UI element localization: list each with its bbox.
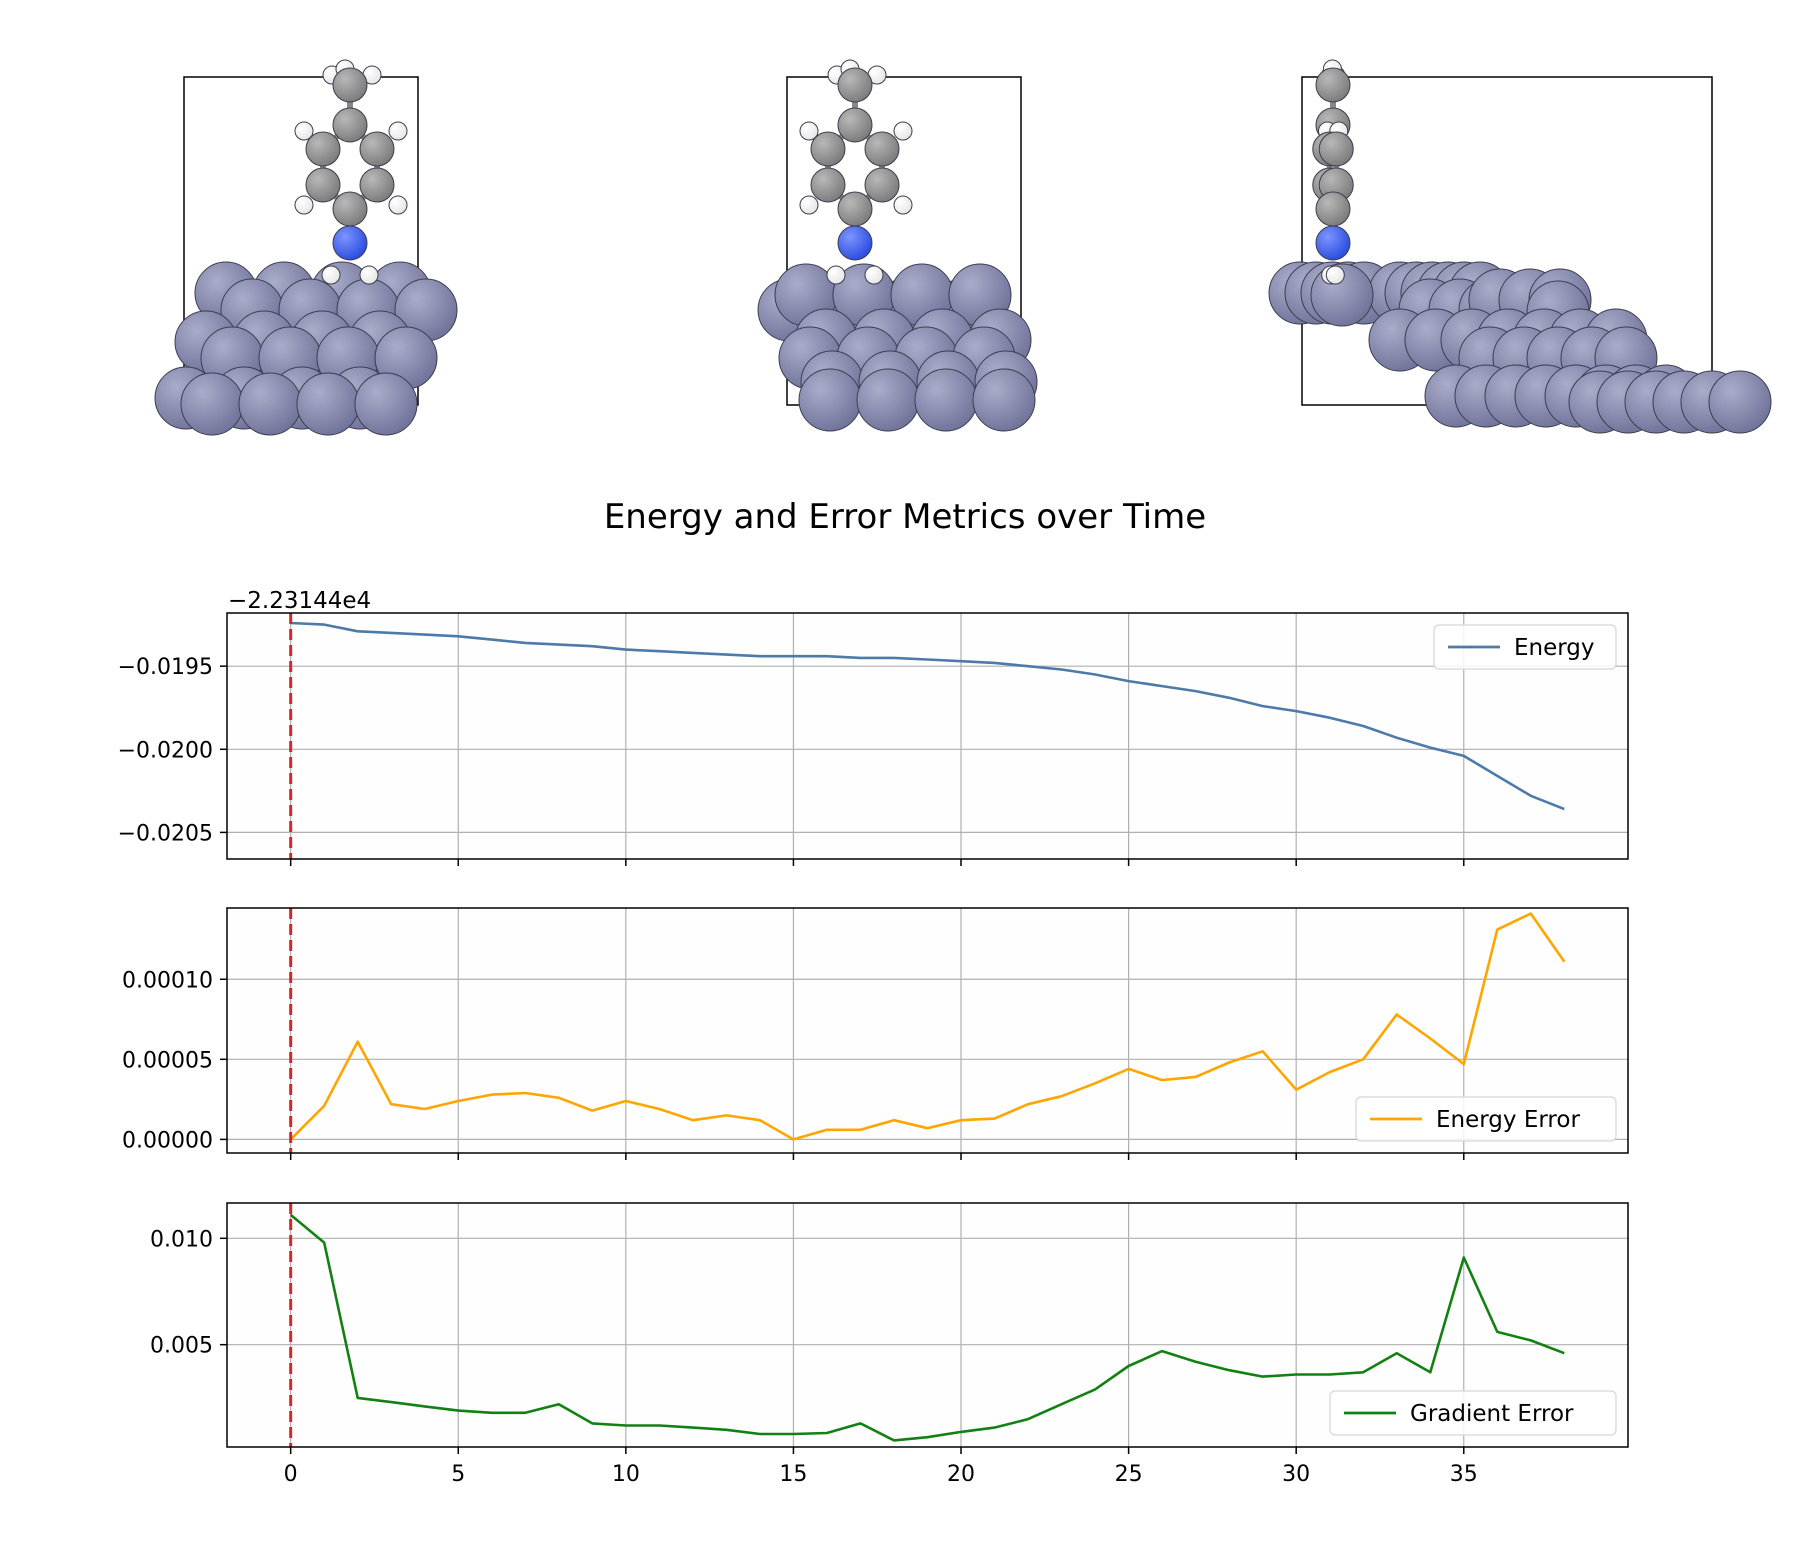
hydrogen-atom: [321, 265, 341, 285]
y-tick-label: 0.00010: [122, 968, 213, 993]
carbon-atom: [332, 191, 368, 227]
carbon-atom: [332, 107, 368, 143]
nitrogen-atom: [332, 225, 368, 261]
carbon-atom: [332, 67, 368, 103]
series-line-gradient-error: [289, 1213, 1565, 1442]
hydrogen-atom: [294, 121, 314, 141]
series-line-energy: [290, 621, 1565, 811]
energy-error-axes: 0.00000 0.00005 0.00010 Energy Error: [122, 907, 1629, 1160]
metal-atom: [180, 372, 244, 436]
snapshot-panel-3: [1268, 59, 1772, 434]
metal-atom: [798, 368, 862, 432]
hydrogen-atom: [893, 195, 913, 215]
x-tick-label: 15: [779, 1462, 807, 1487]
carbon-atom: [1315, 191, 1351, 227]
legend-label: Energy Error: [1436, 1107, 1580, 1133]
hydrogen-atom: [388, 121, 408, 141]
y-tick-label: 0.00000: [122, 1128, 213, 1153]
y-tick-label: 0.005: [150, 1334, 213, 1359]
y-tick-label: −0.0205: [118, 821, 213, 846]
carbon-atom: [1318, 131, 1354, 167]
hydrogen-atom: [388, 195, 408, 215]
carbon-atom: [837, 191, 873, 227]
carbon-atom: [864, 167, 900, 203]
metal-atom: [296, 372, 360, 436]
legend: Energy Error: [1355, 1096, 1617, 1142]
metal-atom: [1708, 370, 1772, 434]
carbon-atom: [359, 131, 395, 167]
metal-atom: [238, 372, 302, 436]
carbon-atom: [810, 131, 846, 167]
x-tick-label: 25: [1115, 1462, 1143, 1487]
y-tick-label: −0.0195: [118, 655, 213, 680]
series-line-energy-error: [289, 912, 1566, 1141]
x-tick-label: 30: [1282, 1462, 1310, 1487]
x-tick-label: 5: [451, 1462, 465, 1487]
figure-title: Energy and Error Metrics over Time: [604, 497, 1206, 537]
y-tick-label: −0.0200: [118, 738, 213, 763]
legend-box: [1433, 624, 1617, 670]
legend-label: Energy: [1514, 635, 1595, 661]
carbon-atom: [864, 131, 900, 167]
nitrogen-atom: [837, 225, 873, 261]
metal-atom: [856, 368, 920, 432]
axes-frame: [226, 612, 1629, 860]
carbon-atom: [305, 131, 341, 167]
legend-box: [1355, 1096, 1617, 1142]
axes-frame: [226, 1202, 1629, 1448]
y-tick-label: 0.010: [150, 1227, 213, 1252]
metal-atom: [972, 368, 1036, 432]
plot-area: [227, 613, 1628, 859]
gradient-error-axes: 0 5 10 15 20 25 30 35 0.005 0.010 Gradient Error: [150, 1202, 1629, 1487]
molecular-snapshots: [154, 59, 1772, 436]
legend-box: [1329, 1390, 1617, 1436]
axes-frame: [226, 907, 1629, 1154]
hydrogen-atom: [893, 121, 913, 141]
nitrogen-atom: [1315, 225, 1351, 261]
hydrogen-atom: [1325, 265, 1345, 285]
carbon-atom: [1315, 67, 1351, 103]
snapshot-panel-1: [154, 59, 458, 436]
hydrogen-atom: [864, 265, 884, 285]
carbon-atom: [837, 107, 873, 143]
x-tick-label: 20: [947, 1462, 975, 1487]
hydrogen-atom: [799, 195, 819, 215]
carbon-atom: [305, 167, 341, 203]
hydrogen-atom: [799, 121, 819, 141]
x-tick-label: 35: [1450, 1462, 1478, 1487]
hydrogen-atom: [826, 265, 846, 285]
carbon-atom: [359, 167, 395, 203]
metal-atom: [354, 372, 418, 436]
energy-offset-text: −2.23144e4: [228, 588, 371, 614]
metal-atom: [914, 368, 978, 432]
y-tick-label: 0.00005: [122, 1048, 213, 1073]
snapshot-panel-2: [757, 59, 1038, 432]
hydrogen-atom: [294, 195, 314, 215]
carbon-atom: [837, 67, 873, 103]
x-tick-label: 0: [284, 1462, 298, 1487]
carbon-atom: [810, 167, 846, 203]
chart-axes: −0.0195−0.0200−0.0205Energy0.000000.0000…: [118, 612, 1629, 1487]
legend: Energy: [1433, 624, 1617, 670]
legend-label: Gradient Error: [1410, 1401, 1574, 1427]
legend: Gradient Error: [1329, 1390, 1617, 1436]
x-tick-label: 10: [612, 1462, 640, 1487]
hydrogen-atom: [359, 265, 379, 285]
energy-axes: −0.0195 −0.0200 −0.0205 Energy: [118, 612, 1629, 866]
